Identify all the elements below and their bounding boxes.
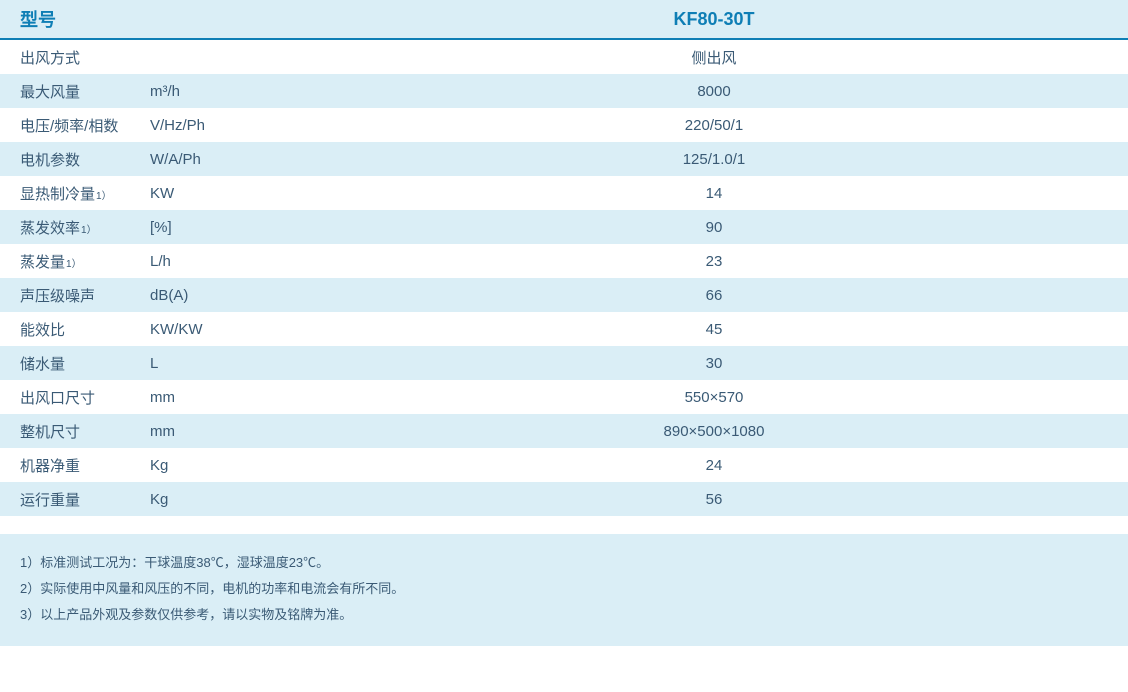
footnote: 2）实际使用中风量和风压的不同，电机的功率和电流会有所不同。	[20, 576, 1108, 602]
row-label: 电机参数	[0, 149, 150, 170]
row-value: 8000	[300, 83, 1128, 100]
row-label: 机器净重	[0, 455, 150, 476]
row-label: 显热制冷量1）	[0, 183, 150, 204]
row-value: 45	[300, 321, 1128, 338]
footnote: 3）以上产品外观及参数仅供参考，请以实物及铭牌为准。	[20, 602, 1108, 628]
row-value: 220/50/1	[300, 117, 1128, 134]
table-row: 电机参数W/A/Ph125/1.0/1	[0, 142, 1128, 176]
table-row: 声压级噪声dB(A)66	[0, 278, 1128, 312]
row-unit: Kg	[150, 457, 300, 474]
row-value: 14	[300, 185, 1128, 202]
row-label: 蒸发效率1）	[0, 217, 150, 238]
table-row: 整机尺寸mm890×500×1080	[0, 414, 1128, 448]
row-unit: L/h	[150, 253, 300, 270]
row-value: 66	[300, 287, 1128, 304]
table-row: 出风方式 侧出风	[0, 40, 1128, 74]
table-row: 蒸发量1）L/h23	[0, 244, 1128, 278]
row-value: 90	[300, 219, 1128, 236]
table-row: 能效比KW/KW45	[0, 312, 1128, 346]
table-row: 最大风量m³/h8000	[0, 74, 1128, 108]
row-value: 125/1.0/1	[300, 151, 1128, 168]
spec-table: 型号 KF80-30T 出风方式侧出风最大风量m³/h8000电压/频率/相数V…	[0, 0, 1128, 516]
table-row: 电压/频率/相数V/Hz/Ph220/50/1	[0, 108, 1128, 142]
row-unit: V/Hz/Ph	[150, 117, 300, 134]
row-label: 整机尺寸	[0, 421, 150, 442]
table-row: 运行重量Kg56	[0, 482, 1128, 516]
table-body: 出风方式侧出风最大风量m³/h8000电压/频率/相数V/Hz/Ph220/50…	[0, 40, 1128, 516]
row-label: 出风口尺寸	[0, 387, 150, 408]
row-unit: [%]	[150, 219, 300, 236]
row-value: 890×500×1080	[300, 423, 1128, 440]
row-label: 储水量	[0, 353, 150, 374]
row-value: 侧出风	[300, 47, 1128, 68]
row-unit: KW/KW	[150, 321, 300, 338]
row-label: 最大风量	[0, 81, 150, 102]
superscript: 1）	[96, 187, 112, 202]
row-unit: Kg	[150, 491, 300, 508]
superscript: 1）	[81, 221, 97, 236]
table-header-row: 型号 KF80-30T	[0, 0, 1128, 40]
row-label: 电压/频率/相数	[0, 115, 150, 136]
row-unit: L	[150, 355, 300, 372]
row-value: 56	[300, 491, 1128, 508]
row-unit: mm	[150, 389, 300, 406]
footnotes-block: 1）标准测试工况为：干球温度38℃，湿球温度23℃。2）实际使用中风量和风压的不…	[0, 534, 1128, 646]
row-unit: W/A/Ph	[150, 151, 300, 168]
row-label: 声压级噪声	[0, 285, 150, 306]
row-label: 出风方式	[0, 47, 150, 68]
row-unit: KW	[150, 185, 300, 202]
row-value: 23	[300, 253, 1128, 270]
row-unit: m³/h	[150, 83, 300, 100]
row-label: 能效比	[0, 319, 150, 340]
row-value: 550×570	[300, 389, 1128, 406]
table-row: 出风口尺寸mm550×570	[0, 380, 1128, 414]
table-row: 机器净重Kg24	[0, 448, 1128, 482]
row-label: 蒸发量1）	[0, 251, 150, 272]
table-row: 蒸发效率1）[%]90	[0, 210, 1128, 244]
table-row: 显热制冷量1）KW14	[0, 176, 1128, 210]
row-value: 24	[300, 457, 1128, 474]
footnote: 1）标准测试工况为：干球温度38℃，湿球温度23℃。	[20, 550, 1108, 576]
row-label: 运行重量	[0, 489, 150, 510]
row-unit: mm	[150, 423, 300, 440]
table-row: 储水量L30	[0, 346, 1128, 380]
row-value: 30	[300, 355, 1128, 372]
header-value: KF80-30T	[300, 9, 1128, 30]
superscript: 1）	[66, 255, 82, 270]
header-label: 型号	[0, 6, 300, 32]
row-unit: dB(A)	[150, 287, 300, 304]
